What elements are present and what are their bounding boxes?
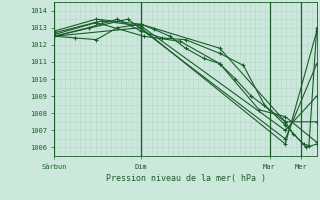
X-axis label: Pression niveau de la mer( hPa ): Pression niveau de la mer( hPa ) <box>106 174 266 183</box>
